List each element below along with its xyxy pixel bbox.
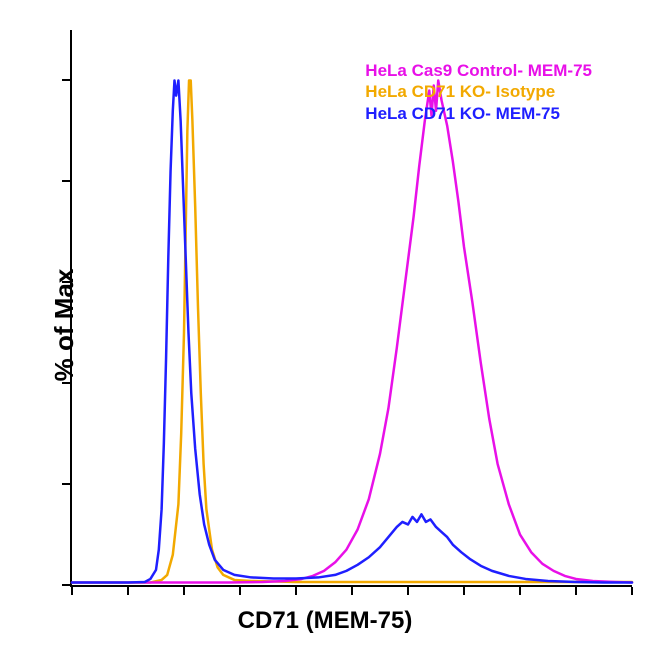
series-hela-cas9-control--mem-75 bbox=[72, 80, 632, 582]
y-tick bbox=[62, 281, 70, 283]
legend-item: HeLa CD71 KO- MEM-75 bbox=[365, 103, 592, 124]
y-tick bbox=[62, 483, 70, 485]
series-hela-cd71-ko--isotype bbox=[72, 80, 632, 582]
x-tick bbox=[351, 587, 353, 595]
x-axis-label: CD71 (MEM-75) bbox=[238, 607, 413, 635]
legend-item: HeLa CD71 KO- Isotype bbox=[365, 81, 592, 102]
x-tick bbox=[631, 587, 633, 595]
x-tick bbox=[519, 587, 521, 595]
x-tick bbox=[575, 587, 577, 595]
x-tick bbox=[295, 587, 297, 595]
y-tick bbox=[62, 382, 70, 384]
x-tick bbox=[71, 587, 73, 595]
x-tick bbox=[183, 587, 185, 595]
y-tick bbox=[62, 584, 70, 586]
x-tick bbox=[463, 587, 465, 595]
plot-area: HeLa Cas9 Control- MEM-75HeLa CD71 KO- I… bbox=[70, 30, 632, 587]
x-tick bbox=[407, 587, 409, 595]
x-tick bbox=[127, 587, 129, 595]
series-hela-cd71-ko--mem-75 bbox=[72, 80, 632, 582]
x-tick bbox=[239, 587, 241, 595]
y-tick bbox=[62, 79, 70, 81]
legend: HeLa Cas9 Control- MEM-75HeLa CD71 KO- I… bbox=[365, 60, 592, 124]
flow-cytometry-histogram: % of Max CD71 (MEM-75) HeLa Cas9 Control… bbox=[0, 0, 650, 650]
legend-item: HeLa Cas9 Control- MEM-75 bbox=[365, 60, 592, 81]
y-tick bbox=[62, 180, 70, 182]
